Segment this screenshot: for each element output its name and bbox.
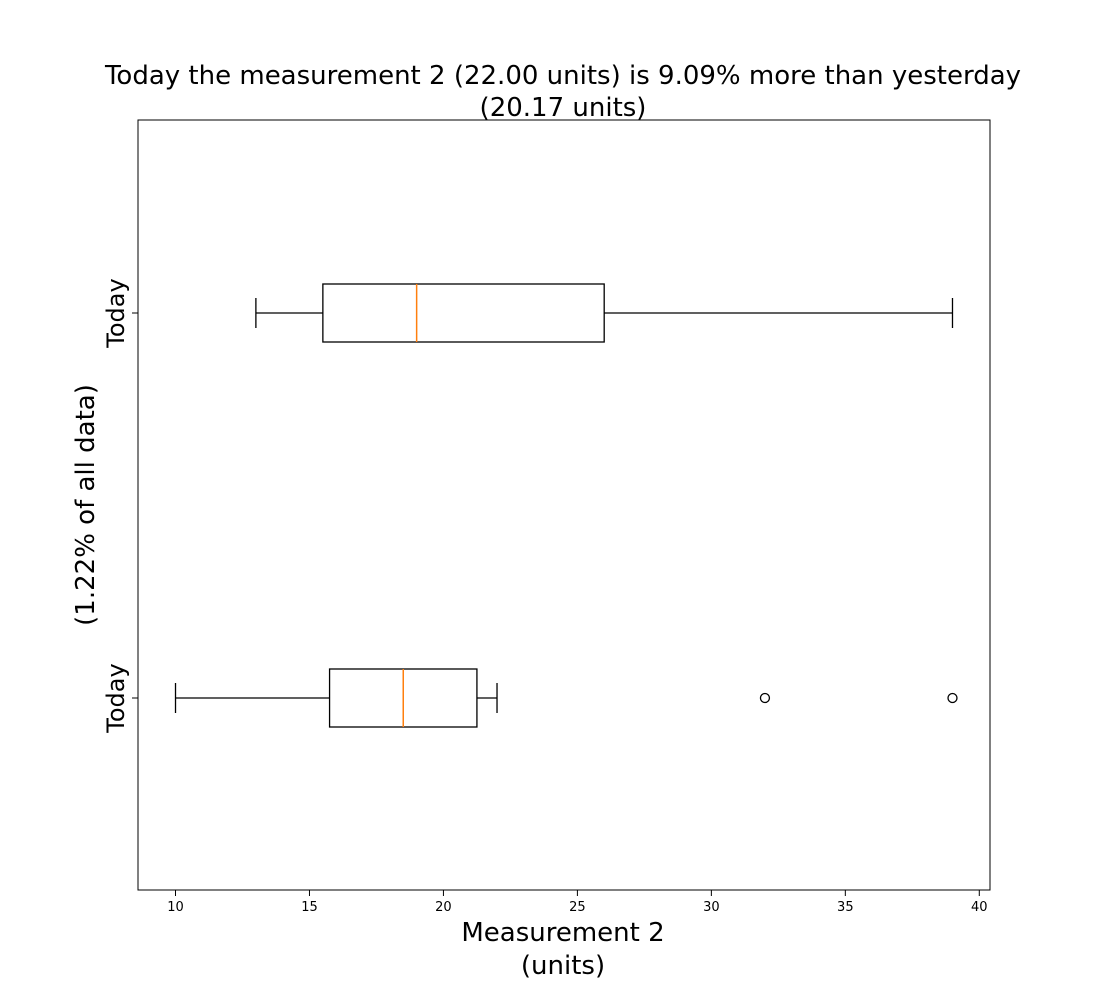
y-category-label: Today: [102, 663, 130, 733]
y-category-label: Today: [102, 278, 130, 348]
x-tick-label: 35: [837, 900, 854, 915]
chart-title-line-1: Today the measurement 2 (22.00 units) is…: [104, 61, 1021, 91]
outlier-point: [947, 692, 958, 704]
x-axis-ticks: 10 15 20 25 30 35 40: [167, 890, 988, 915]
x-tick-label: 30: [703, 900, 720, 915]
x-tick-label: 15: [301, 900, 318, 915]
x-tick-label: 10: [167, 900, 184, 915]
x-axis-label-line-1: Measurement 2: [461, 918, 664, 948]
x-tick-label: 40: [971, 900, 988, 915]
box-1: [255, 283, 954, 343]
x-tick-label: 25: [569, 900, 586, 915]
box-2: [174, 668, 958, 728]
chart-title-line-2: (20.17 units): [480, 93, 647, 123]
outlier-point: [759, 692, 771, 704]
x-axis-label-line-2: (units): [521, 951, 605, 981]
box-group: [174, 283, 958, 728]
y-axis-categories: Today Today: [102, 278, 138, 734]
y-axis-label: (1.22% of all data): [71, 384, 101, 626]
plot-area-frame: [137, 119, 991, 891]
x-tick-label: 20: [435, 900, 452, 915]
iqr-box: [322, 283, 605, 343]
